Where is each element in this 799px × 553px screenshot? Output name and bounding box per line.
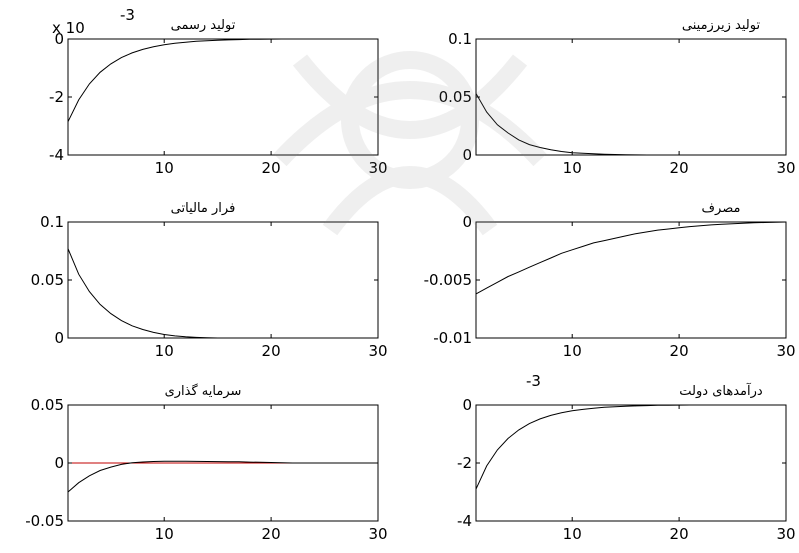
x-tick-label: 10 <box>155 525 174 543</box>
axes-frame <box>475 38 787 156</box>
chart-panel: 10 20 30 0.05 0 -0.05 سرمایه گذاری <box>25 383 387 543</box>
x-tick-label: 30 <box>368 525 387 543</box>
series-line <box>67 248 378 339</box>
series-line <box>475 93 786 156</box>
chart-title: سرمایه گذاری <box>165 383 242 399</box>
y-tick-label: 0 <box>54 30 64 48</box>
x-tick-label: 20 <box>670 159 689 177</box>
x-tick-label: 30 <box>776 342 795 360</box>
x-tick-label: 30 <box>368 342 387 360</box>
y-tick-label: -0.005 <box>424 271 472 289</box>
x-tick-label: 20 <box>262 525 281 543</box>
x-tick-label: 20 <box>262 342 281 360</box>
y-tick-label: 0 <box>54 329 64 347</box>
y-tick-label: -2 <box>457 454 472 472</box>
chart-panel: 10 20 30 0.1 0.05 0 فرار مالیاتی <box>31 201 388 360</box>
y-tick-label: -0.01 <box>433 329 472 347</box>
chart-title: تولید زیرزمینی <box>682 18 761 33</box>
series-line <box>475 404 786 490</box>
chart-title: مصرف <box>702 201 741 216</box>
chart-panel: 10 20 30 0 -2 -4 درآمدهای دولت -3 <box>457 372 796 543</box>
axes-frame <box>475 404 787 522</box>
x-tick-label: 10 <box>155 159 174 177</box>
series-line <box>67 460 378 493</box>
y-tick-label: -0.05 <box>25 512 64 530</box>
series-line <box>475 221 787 295</box>
series-line <box>67 38 378 122</box>
scale-exponent: -3 <box>120 6 135 24</box>
y-tick-label: 0 <box>462 213 472 231</box>
y-tick-label: -2 <box>49 88 64 106</box>
chart-title: فرار مالیاتی <box>171 201 236 216</box>
axes-frame <box>67 38 379 156</box>
x-tick-label: 10 <box>563 342 582 360</box>
x-tick-label: 10 <box>155 342 174 360</box>
chart-title: درآمدهای دولت <box>679 382 763 399</box>
y-tick-label: 0 <box>462 146 472 164</box>
y-tick-label: 0.1 <box>40 213 64 231</box>
y-tick-label: 0.1 <box>448 30 472 48</box>
chart-panel: 10 20 30 0 -0.005 -0.01 مصرف <box>424 201 796 360</box>
y-tick-label: 0 <box>54 454 64 472</box>
y-tick-label: 0 <box>462 396 472 414</box>
scale-multiplier: x 10 <box>52 19 85 37</box>
x-tick-label: 30 <box>776 159 795 177</box>
chart-panel: 10 20 30 0 -2 -4 تولید رسمی x 10 -3 <box>49 6 388 177</box>
chart-panel: 10 20 30 0.1 0.05 0 تولید زیرزمینی <box>439 18 796 177</box>
axes-frame <box>475 221 787 339</box>
axes-frame <box>67 221 379 339</box>
x-tick-label: 10 <box>563 159 582 177</box>
x-tick-label: 10 <box>563 525 582 543</box>
chart-title: تولید رسمی <box>171 18 236 33</box>
y-tick-label: 0.05 <box>439 88 472 106</box>
y-tick-label: -4 <box>457 512 472 530</box>
y-tick-label: 0.05 <box>31 271 64 289</box>
y-tick-label: -4 <box>49 146 64 164</box>
x-tick-label: 20 <box>670 525 689 543</box>
scale-exponent: -3 <box>526 372 541 390</box>
x-tick-label: 20 <box>670 342 689 360</box>
x-tick-label: 30 <box>368 159 387 177</box>
x-tick-label: 30 <box>776 525 795 543</box>
y-tick-label: 0.05 <box>31 396 64 414</box>
x-tick-label: 20 <box>262 159 281 177</box>
